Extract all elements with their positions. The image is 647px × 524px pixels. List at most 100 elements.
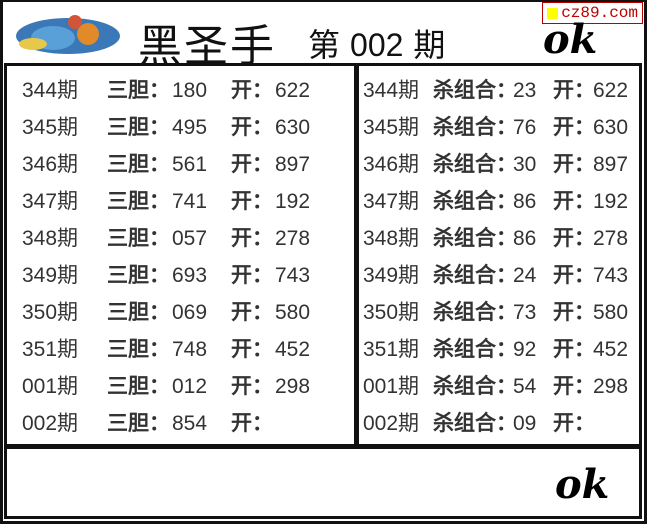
value: 561 (172, 153, 208, 176)
value: 24 (513, 264, 537, 287)
period: 350期 (363, 301, 420, 324)
period: 351期 (22, 338, 79, 361)
open-value: 298 (593, 375, 629, 398)
open-label: 开： (553, 190, 595, 213)
label: 杀组合： (433, 190, 517, 213)
open-value: 192 (593, 190, 629, 213)
value: 012 (172, 375, 208, 398)
label: 杀组合： (433, 375, 517, 398)
square-icon (547, 7, 559, 19)
value: 180 (172, 79, 208, 102)
period: 001期 (22, 375, 79, 398)
value: 86 (513, 227, 537, 250)
period: 345期 (363, 116, 420, 139)
open-value: 630 (275, 116, 311, 139)
value: 069 (172, 301, 208, 324)
value: 54 (513, 375, 537, 398)
value: 748 (172, 338, 208, 361)
value: 76 (513, 116, 537, 139)
value: 09 (513, 412, 537, 435)
open-label: 开： (553, 153, 595, 176)
label: 三胆： (107, 227, 170, 250)
value: 30 (513, 153, 537, 176)
open-label: 开： (231, 190, 273, 213)
label: 三胆： (107, 412, 170, 435)
label: 三胆： (107, 264, 170, 287)
label: 三胆： (107, 301, 170, 324)
bottom-box: ok (4, 446, 642, 519)
label: 杀组合： (433, 227, 517, 250)
watermark-text: cz89.com (561, 4, 638, 22)
signature-logo: ok (543, 16, 598, 63)
label: 杀组合： (433, 264, 517, 287)
open-value: 580 (593, 301, 629, 324)
period: 349期 (363, 264, 420, 287)
label: 杀组合： (433, 338, 517, 361)
open-value: 897 (275, 153, 311, 176)
label: 杀组合： (433, 412, 517, 435)
open-label: 开： (231, 153, 273, 176)
signature-logo-bottom: ok (555, 461, 610, 508)
period: 001期 (363, 375, 420, 398)
page-title: 黑圣手 (138, 22, 276, 71)
issue-number: 002 (350, 27, 404, 63)
open-value: 580 (275, 301, 311, 324)
open-value: 743 (275, 264, 311, 287)
period: 002期 (363, 412, 420, 435)
open-value: 897 (593, 153, 629, 176)
open-label: 开： (553, 227, 595, 250)
label: 三胆： (107, 190, 170, 213)
header: 黑圣手 第 002 期 cz89.com ok (3, 2, 643, 71)
value: 92 (513, 338, 537, 361)
label: 三胆： (107, 79, 170, 102)
period: 002期 (22, 412, 79, 435)
open-label: 开： (553, 338, 595, 361)
open-label: 开： (553, 412, 595, 435)
open-label: 开： (231, 412, 273, 435)
period: 347期 (363, 190, 420, 213)
open-value: 278 (593, 227, 629, 250)
open-label: 开： (553, 79, 595, 102)
label: 三胆： (107, 116, 170, 139)
open-value: 622 (275, 79, 311, 102)
value: 741 (172, 190, 208, 213)
open-label: 开： (231, 264, 273, 287)
period: 345期 (22, 116, 79, 139)
open-value: 452 (593, 338, 629, 361)
label: 杀组合： (433, 116, 517, 139)
right-table: 344期 杀组合： 23 开： 622 345期 杀组合： 76 开： 630 346期 杀组合： 30… (356, 63, 642, 447)
open-label: 开： (553, 375, 595, 398)
period: 351期 (363, 338, 420, 361)
open-label: 开： (231, 338, 273, 361)
label: 三胆： (107, 375, 170, 398)
open-value: 622 (593, 79, 629, 102)
value: 495 (172, 116, 208, 139)
period: 344期 (363, 79, 420, 102)
open-label: 开： (231, 227, 273, 250)
label: 杀组合： (433, 79, 517, 102)
open-label: 开： (553, 301, 595, 324)
label: 三胆： (107, 153, 170, 176)
open-value: 630 (593, 116, 629, 139)
value: 693 (172, 264, 208, 287)
period: 348期 (22, 227, 79, 250)
value: 854 (172, 412, 208, 435)
open-label: 开： (231, 79, 273, 102)
value: 73 (513, 301, 537, 324)
open-value: 452 (275, 338, 311, 361)
logo-icon (16, 15, 120, 54)
value: 23 (513, 79, 537, 102)
period: 344期 (22, 79, 79, 102)
label: 杀组合： (433, 301, 517, 324)
open-label: 开： (553, 116, 595, 139)
period: 346期 (22, 153, 79, 176)
issue-label: 第 002 期 (308, 20, 455, 66)
open-value: 298 (275, 375, 311, 398)
value: 86 (513, 190, 537, 213)
open-label: 开： (231, 375, 273, 398)
open-value: 278 (275, 227, 311, 250)
left-table: 344期 三胆： 180 开： 622 345期 三胆： 495 开： 630 346期 三胆： 561… (4, 63, 357, 447)
period: 350期 (22, 301, 79, 324)
label: 杀组合： (433, 153, 517, 176)
